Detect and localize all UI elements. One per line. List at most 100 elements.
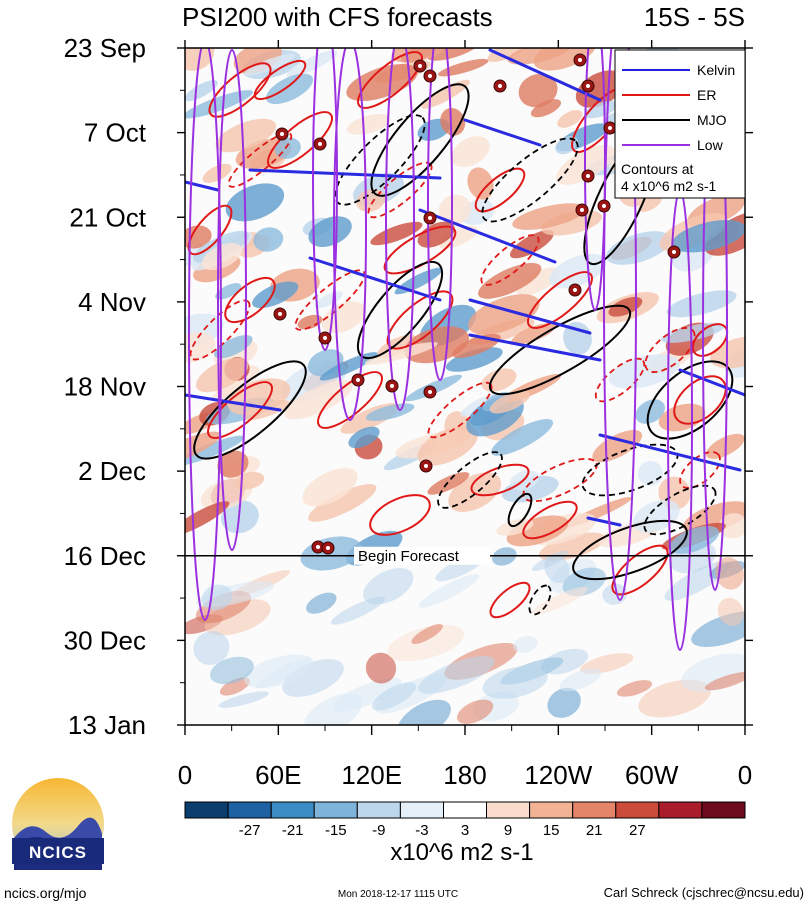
colorbar-cell [443, 801, 488, 819]
anomaly-patch [438, 225, 479, 249]
colorbar-label: 3 [461, 822, 469, 839]
anomaly-patch [346, 113, 391, 135]
storm-marker [423, 69, 437, 83]
y-tick-label: 7 Oct [84, 118, 147, 148]
anomaly-patch [445, 347, 503, 372]
contour-line [522, 457, 598, 503]
contour-line [207, 381, 273, 439]
x-tick-label: 0 [738, 760, 752, 790]
contour-line [598, 433, 742, 472]
legend-label: Kelvin [697, 62, 735, 78]
contour-line [185, 393, 282, 412]
colorbar-label: 27 [629, 822, 646, 839]
anomaly-patch [608, 354, 680, 389]
colorbar-label: 15 [543, 822, 560, 839]
contour-line [603, 48, 637, 601]
contour-line [470, 463, 530, 497]
contour-line [644, 327, 696, 373]
anomaly-patch [215, 118, 277, 153]
anomaly-patch [616, 680, 653, 697]
contour-line [646, 360, 734, 440]
contour-line [507, 492, 533, 528]
chart-title: PSI200 with CFS forecasts [182, 2, 493, 32]
anomaly-patch [417, 221, 455, 248]
anomaly-patch [185, 90, 253, 119]
anomaly-patch [255, 657, 312, 689]
storm-marker [573, 53, 587, 67]
storm-marker [597, 199, 611, 213]
contour-line [385, 48, 415, 411]
forecast-label: Begin Forecast [358, 548, 460, 565]
anomaly-patch [456, 699, 494, 724]
colorbar-cell [399, 801, 444, 819]
contour-line [189, 299, 251, 361]
y-tick-label: 13 Jan [68, 710, 146, 740]
anomaly-patch [658, 403, 706, 432]
colorbar-label: -27 [239, 822, 261, 839]
anomaly-patch [557, 109, 583, 128]
contour-line [312, 48, 338, 351]
anomaly-patch [427, 48, 480, 61]
legend-note-2: 4 x10^6 m2 s-1 [621, 178, 716, 194]
anomaly-patch [209, 656, 254, 685]
legend-note-1: Contours at [621, 161, 693, 177]
anomaly-patch [185, 431, 221, 465]
anomaly-patch [661, 322, 725, 343]
anomaly-patch [202, 163, 232, 183]
anomaly-patch [185, 80, 218, 102]
anomaly-patch [478, 262, 542, 299]
y-tick-label: 18 Nov [64, 372, 146, 402]
anomaly-patch [253, 227, 284, 252]
anomaly-patch [427, 472, 470, 495]
storm-marker [667, 245, 681, 259]
x-tick-label: 180 [443, 760, 486, 790]
colorbar-cell [572, 801, 617, 819]
anomaly-patch [363, 568, 414, 605]
logo-text: NCICS [29, 843, 87, 862]
anomaly-patch [451, 136, 490, 168]
anomaly-patch [715, 557, 744, 590]
colorbar-cell [313, 801, 358, 819]
tropical-cyclone-markers [273, 53, 681, 555]
storm-marker [351, 373, 365, 387]
anomaly-patch [282, 659, 344, 697]
y-tick-label: 21 Oct [69, 202, 146, 232]
anomaly-patch [710, 336, 745, 369]
x-tick-label: 0 [178, 760, 192, 790]
anomaly-patch [319, 352, 378, 381]
storm-marker [493, 79, 507, 93]
anomaly-patch [506, 515, 569, 547]
axes: 23 Sep 7 Oct 21 Oct 4 Nov 18 Nov 2 Dec 16 Dec 3… [64, 33, 753, 790]
contour-line [673, 375, 727, 425]
storm-marker [385, 379, 399, 393]
anomaly-patch [509, 230, 554, 259]
contour-line [208, 62, 272, 118]
anomaly-patch [219, 677, 251, 696]
y-tick-label: 23 Sep [64, 33, 146, 63]
storm-marker [581, 169, 595, 183]
contour-line [253, 59, 307, 101]
contour-line [267, 111, 333, 169]
anomaly-patch [704, 671, 745, 691]
contour-line [480, 234, 540, 286]
storm-marker [419, 459, 433, 473]
legend-label: ER [697, 87, 716, 103]
storm-marker [581, 79, 595, 93]
anomaly-patch [308, 484, 377, 522]
x-tick-label: 120W [524, 760, 592, 790]
contour-line [248, 168, 442, 180]
anomaly-patch [518, 73, 558, 108]
x-tick-label: 60E [255, 760, 301, 790]
x-tick-label: 60W [625, 760, 679, 790]
colorbar-cell [486, 801, 531, 819]
colorbar-label: 9 [504, 822, 512, 839]
colorbar-cell [701, 801, 746, 819]
contour-line [427, 48, 453, 381]
anomaly-patch [306, 592, 337, 614]
contour-line [474, 167, 526, 213]
anomaly-patch [244, 53, 296, 76]
anomaly-patch [489, 390, 531, 414]
anomaly-patch [440, 107, 466, 136]
